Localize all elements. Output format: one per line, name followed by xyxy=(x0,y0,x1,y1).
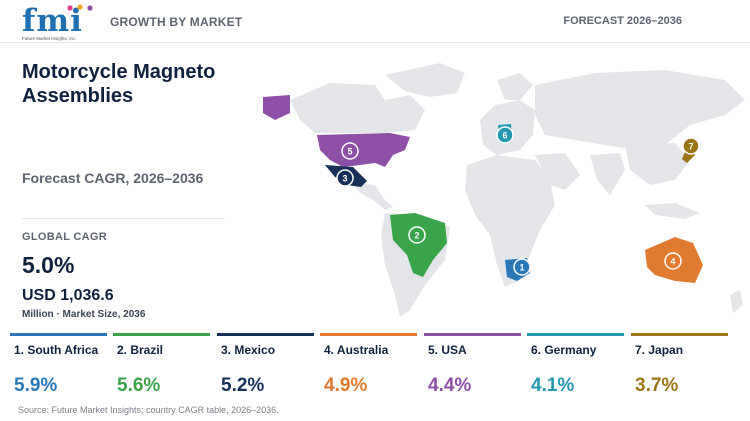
region-brazil[interactable] xyxy=(390,213,447,277)
market-size-value: USD 1,036.6 xyxy=(22,287,114,304)
card-color-bar xyxy=(217,333,314,336)
marker-germany[interactable]: 6 xyxy=(496,126,514,144)
region-usa[interactable] xyxy=(263,95,410,167)
card-color-bar xyxy=(10,333,107,336)
country-label: 4. Australia xyxy=(324,343,389,357)
country-cagr: 4.1% xyxy=(531,375,575,396)
page-title: Motorcycle Magneto Assemblies xyxy=(22,61,216,107)
country-cagr: 3.7% xyxy=(635,375,679,396)
world-map: 1 2 3 4 5 6 7 xyxy=(263,63,745,317)
country-card-usa[interactable]: 5. USA 4.4% xyxy=(424,333,521,403)
marker-japan[interactable]: 7 xyxy=(682,137,700,155)
country-label: 5. USA xyxy=(428,343,467,357)
country-cards: 1. South Africa 5.9% 2. Brazil 5.6% 3. M… xyxy=(10,333,745,403)
card-color-bar xyxy=(320,333,417,336)
marker-australia[interactable]: 4 xyxy=(664,252,682,270)
country-card-japan[interactable]: 7. Japan 3.7% xyxy=(631,333,728,403)
marker-label: 4 xyxy=(670,257,675,267)
card-color-bar xyxy=(631,333,728,336)
marker-usa[interactable]: 5 xyxy=(341,142,359,160)
card-color-bar xyxy=(113,333,210,336)
marker-label: 1 xyxy=(519,263,524,273)
header-bar: fmi Future Market Insights, Inc. GROWTH … xyxy=(0,0,750,43)
marker-south-africa[interactable]: 1 xyxy=(513,258,531,276)
country-label: 6. Germany xyxy=(531,343,597,357)
fmi-logo[interactable]: fmi Future Market Insights, Inc. xyxy=(22,3,94,44)
marker-label: 2 xyxy=(414,231,419,241)
marker-label: 3 xyxy=(342,174,347,184)
header-forecast-label: FORECAST 2026–2036 xyxy=(563,15,682,27)
map-land xyxy=(290,63,745,317)
logo-letters: fmi xyxy=(22,3,83,39)
country-cagr: 5.2% xyxy=(221,375,265,396)
country-card-germany[interactable]: 6. Germany 4.1% xyxy=(527,333,624,403)
marker-label: 7 xyxy=(688,142,693,152)
country-card-mexico[interactable]: 3. Mexico 5.2% xyxy=(217,333,314,403)
country-label: 3. Mexico xyxy=(221,343,276,357)
card-color-bar xyxy=(527,333,624,336)
country-cagr: 4.9% xyxy=(324,375,368,396)
country-cagr: 5.9% xyxy=(14,375,58,396)
country-card-brazil[interactable]: 2. Brazil 5.6% xyxy=(113,333,210,403)
marker-label: 6 xyxy=(502,131,507,141)
country-cagr: 4.4% xyxy=(428,375,472,396)
card-color-bar xyxy=(424,333,521,336)
logo-people-icon xyxy=(67,4,93,11)
marker-label: 5 xyxy=(347,147,352,157)
logo-subtext: Future Market Insights, Inc. xyxy=(22,36,77,41)
marker-mexico[interactable]: 3 xyxy=(336,169,354,187)
country-card-australia[interactable]: 4. Australia 4.9% xyxy=(320,333,417,403)
global-cagr-label: GLOBAL CAGR xyxy=(22,231,107,243)
country-card-south-africa[interactable]: 1. South Africa 5.9% xyxy=(10,333,107,403)
header-section-label: GROWTH BY MARKET xyxy=(110,15,243,29)
forecast-subtitle: Forecast CAGR, 2026–2036 xyxy=(22,170,204,186)
market-size-note: Million · Market Size, 2036 xyxy=(22,309,146,320)
global-cagr-value: 5.0% xyxy=(22,252,75,278)
divider xyxy=(22,218,225,219)
country-label: 2. Brazil xyxy=(117,343,164,357)
country-label: 1. South Africa xyxy=(14,343,99,357)
marker-brazil[interactable]: 2 xyxy=(408,226,426,244)
source-note: Source: Future Market Insights; country … xyxy=(18,405,279,415)
country-cagr: 5.6% xyxy=(117,375,161,396)
country-label: 7. Japan xyxy=(635,343,684,357)
